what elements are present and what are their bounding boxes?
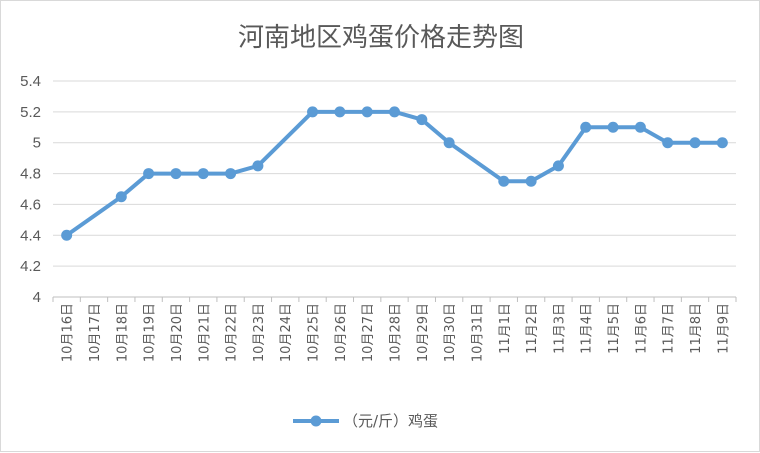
x-tick-label: 10月22日: [225, 303, 240, 362]
data-point: [634, 121, 646, 133]
x-axis: [52, 296, 737, 302]
y-tick-label: 5.4: [20, 73, 41, 90]
legend-marker: [310, 415, 322, 427]
series-line: [65, 109, 723, 237]
chart-title: 河南地区鸡蛋价格走势图: [238, 23, 524, 53]
data-point: [252, 160, 264, 172]
x-tick-label: 11月2日: [525, 303, 540, 354]
x-axis-ticks: 10月16日 10月17日 10月18日 10月19日 10月20日 10月21日 10月2…: [61, 303, 732, 362]
x-tick-label: 10月19日: [143, 303, 158, 362]
x-tick-label: 10月28日: [389, 303, 404, 362]
data-point: [143, 168, 155, 180]
x-tick-label: 10月30日: [443, 303, 458, 362]
data-point: [416, 114, 428, 126]
x-tick-label: 10月29日: [416, 303, 431, 362]
x-tick-label: 10月17日: [88, 303, 103, 362]
y-tick-label: 4: [33, 289, 41, 306]
y-tick-label: 5: [33, 135, 41, 152]
data-point: [334, 106, 346, 118]
data-point: [197, 168, 209, 180]
x-tick-label: 11月4日: [580, 303, 595, 354]
x-tick-label: 10月31日: [470, 303, 485, 362]
x-tick-label: 11月6日: [634, 303, 649, 354]
data-point: [580, 121, 592, 133]
data-point: [525, 175, 537, 187]
y-tick-label: 4.8: [20, 166, 41, 183]
data-point: [498, 175, 510, 187]
x-tick-label: 11月5日: [607, 303, 622, 354]
y-tick-label: 4.4: [20, 227, 41, 244]
data-point: [225, 168, 237, 180]
x-tick-label: 11月8日: [689, 303, 704, 354]
x-tick-label: 10月21日: [197, 303, 212, 362]
data-point: [61, 229, 73, 241]
data-point: [389, 106, 400, 118]
data-point: [170, 168, 182, 180]
x-tick-label: 11月1日: [498, 303, 513, 354]
x-tick-label: 11月9日: [716, 303, 731, 354]
x-tick-label: 11月3日: [552, 303, 567, 354]
data-point: [361, 106, 373, 118]
x-tick-label: 10月27日: [361, 303, 376, 362]
x-tick-label: 10月20日: [170, 303, 185, 362]
data-point: [689, 137, 701, 149]
data-point: [716, 137, 728, 149]
data-point: [607, 121, 619, 133]
data-point: [307, 106, 319, 118]
y-tick-label: 4.2: [20, 258, 41, 275]
data-point: [115, 191, 127, 203]
y-tick-label: 5.2: [20, 104, 41, 121]
x-tick-label: 11月7日: [662, 303, 677, 354]
x-tick-label: 10月18日: [115, 303, 130, 362]
x-tick-label: 10月16日: [61, 303, 76, 362]
x-tick-label: 10月24日: [279, 303, 294, 362]
y-tick-label: 4.6: [20, 196, 41, 213]
x-tick-label: 10月25日: [307, 303, 322, 362]
legend-label: （元/斤）鸡蛋: [343, 412, 438, 430]
data-point: [443, 137, 455, 149]
x-tick-label: 10月23日: [252, 303, 267, 362]
legend: （元/斤）鸡蛋: [293, 412, 438, 430]
data-point: [662, 137, 674, 149]
series-layer: [61, 106, 728, 241]
x-tick-label: 10月26日: [334, 303, 349, 362]
y-axis-ticks: 4 4.2 4.4 4.6 4.8 5 5.2 5.4: [20, 73, 41, 306]
data-point: [552, 160, 564, 172]
